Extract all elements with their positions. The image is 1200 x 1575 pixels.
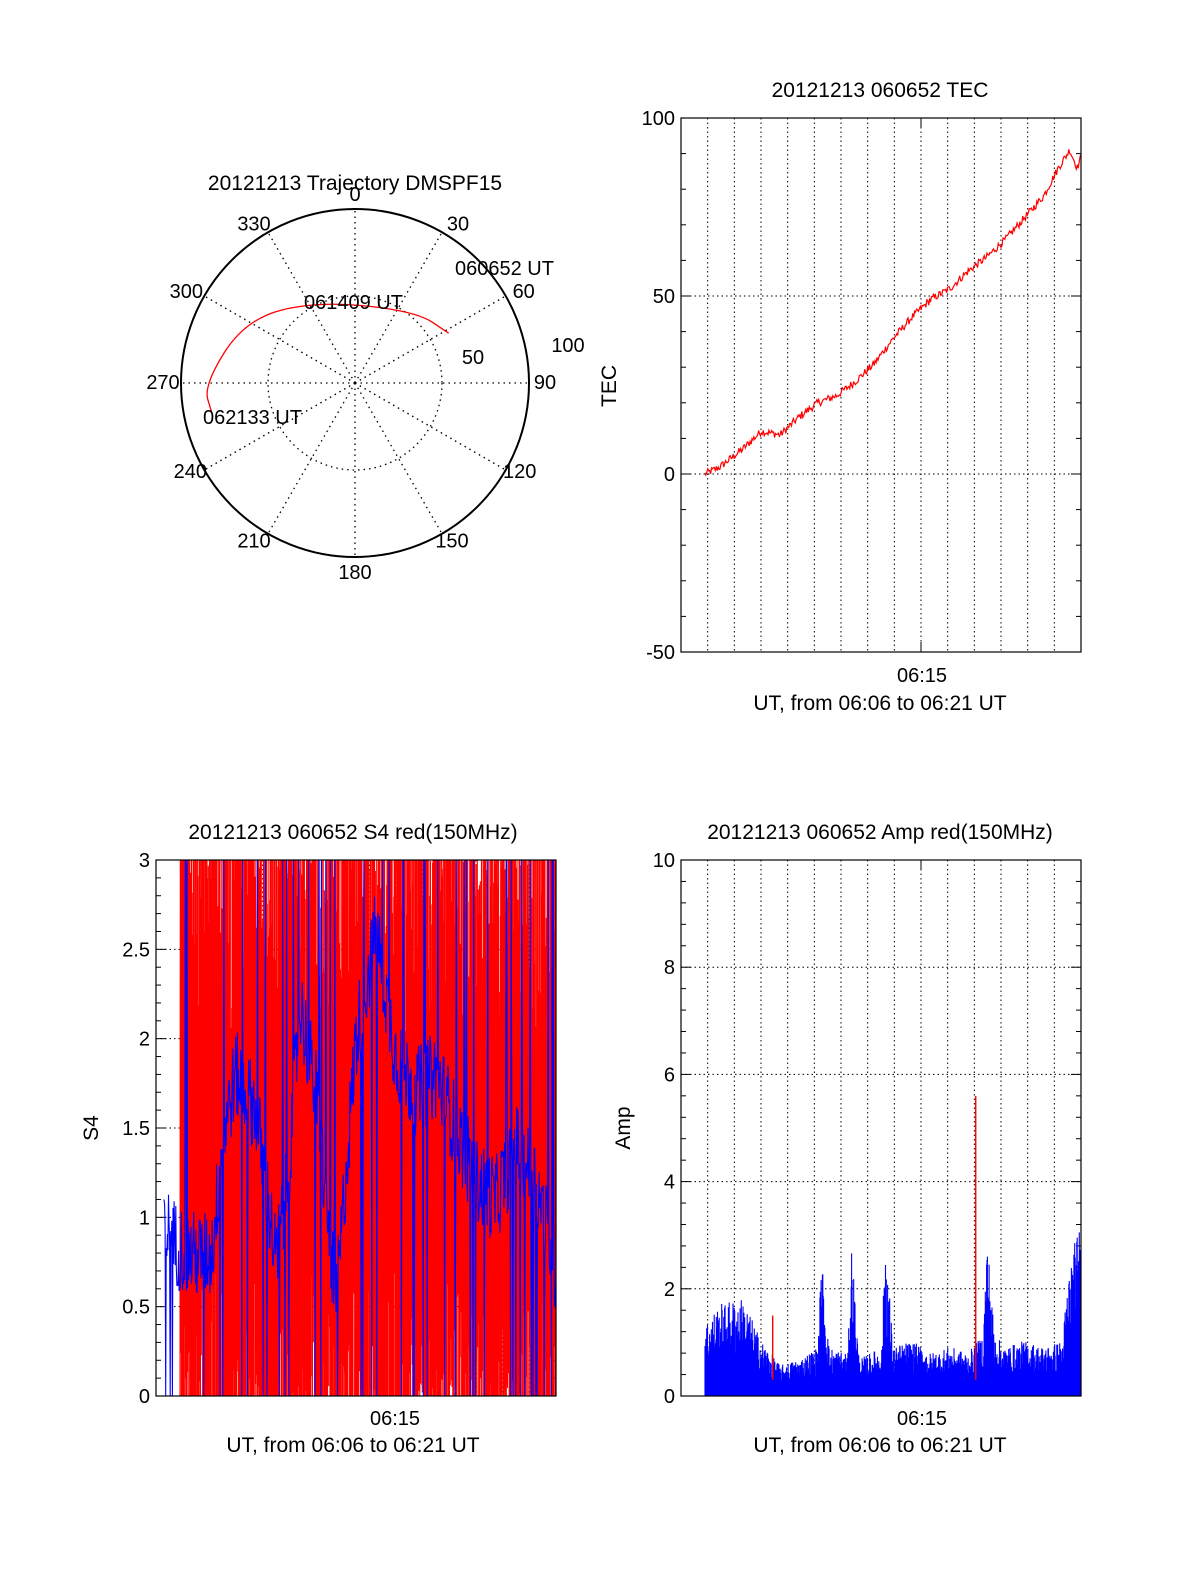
amp-xtick-0615: 06:15: [897, 1408, 947, 1430]
polar-spoke: [354, 382, 443, 535]
y-tick-label: 6: [664, 1064, 675, 1086]
y-tick-label: 2: [664, 1279, 675, 1301]
polar-azimuth-labels: 0 30 60 90 120 150 180 210 240 270 300 330: [146, 184, 556, 584]
tec-xlabel: UT, from 06:06 to 06:21 UT: [753, 692, 1006, 715]
s4-red-series: [179, 859, 557, 1397]
s4-xtick-0615: 06:15: [370, 1408, 420, 1430]
y-tick-label: 4: [664, 1172, 675, 1194]
y-tick-label: 0: [139, 1386, 150, 1408]
track-label-mid: 061409 UT: [304, 292, 403, 314]
tec-series-line: [704, 149, 1082, 477]
track-label-start: 060652 UT: [455, 258, 554, 280]
amp-xlabel: UT, from 06:06 to 06:21 UT: [753, 1434, 1006, 1457]
amp-plot-area: 0 2 4 6 8 10: [653, 850, 1082, 1408]
s4-title: 20121213 060652 S4 red(150MHz): [188, 821, 517, 844]
s4-ylabel: S4: [80, 1115, 103, 1141]
polar-azimuth-label: 240: [174, 461, 207, 483]
y-tick-label: 0.5: [122, 1297, 150, 1319]
y-tick-label: 0: [664, 464, 675, 486]
y-tick-label: 100: [642, 108, 675, 130]
y-tick-label: -50: [646, 642, 675, 664]
polar-azimuth-label: 60: [513, 281, 535, 303]
radial-label-50: 50: [462, 347, 484, 369]
polar-azimuth-label: 270: [146, 372, 179, 394]
y-tick-label: 8: [664, 957, 675, 979]
polar-azimuth-label: 300: [170, 281, 203, 303]
s4-blue-series: [163, 859, 557, 1397]
polar-azimuth-label: 30: [447, 213, 469, 235]
amp-title: 20121213 060652 Amp red(150MHz): [707, 821, 1053, 844]
amp-ylabel: Amp: [612, 1106, 635, 1149]
plot-frame: [680, 859, 1082, 1397]
polar-spoke: [203, 382, 356, 471]
s4-panel: 20121213 060652 S4 red(150MHz) 0 0.5 1 1.5 2…: [80, 821, 557, 1457]
polar-azimuth-label: 180: [338, 562, 371, 584]
tec-xtick-0615: 06:15: [897, 665, 947, 687]
y-tick-label: 0: [664, 1386, 675, 1408]
trajectory-track-line: [206, 303, 450, 414]
trajectory-title: 20121213 Trajectory DMSPF15: [208, 172, 502, 195]
y-tick-label: 2: [139, 1029, 150, 1051]
polar-azimuth-label: 330: [237, 213, 270, 235]
y-tick-label: 3: [139, 850, 150, 872]
y-tick-label: 1: [139, 1207, 150, 1229]
polar-azimuth-label: 90: [534, 372, 556, 394]
trajectory-polar-panel: 20121213 Trajectory DMSPF15 0 30 60 90 120 15…: [146, 172, 584, 584]
amp-panel: 20121213 060652 Amp red(150MHz) 0246810 …: [612, 821, 1082, 1457]
polar-grid: [181, 209, 529, 557]
polar-azimuth-label: 210: [237, 531, 270, 553]
plot-frame: [155, 859, 557, 1397]
polar-spoke: [354, 382, 507, 471]
tec-plot-area: -50 0 50 100: [642, 108, 1082, 664]
radial-label-100: 100: [551, 335, 584, 357]
polar-azimuth-label: 120: [503, 461, 536, 483]
polar-ring-50: [267, 295, 443, 471]
polar-spoke: [354, 295, 507, 384]
polar-outer-ring: [180, 208, 530, 558]
y-tick-label: 1.5: [122, 1118, 150, 1140]
y-tick-label: 2.5: [122, 939, 150, 961]
tec-ylabel: TEC: [598, 365, 621, 407]
polar-azimuth-label: 150: [435, 531, 468, 553]
track-label-end: 062133 UT: [203, 407, 302, 429]
s4-plot-area: 0 0.5 1 1.5 2 2.5 3: [122, 850, 557, 1408]
polar-azimuth-label: 0: [349, 184, 360, 206]
y-tick-label: 10: [653, 850, 675, 872]
tec-title: 20121213 060652 TEC: [772, 79, 989, 102]
polar-spoke: [203, 295, 356, 384]
polar-spoke: [267, 382, 356, 535]
polar-spoke: [267, 231, 356, 384]
plot-frame: [680, 117, 1082, 653]
s4-xlabel: UT, from 06:06 to 06:21 UT: [226, 1434, 479, 1457]
amp-blue-series: [704, 1232, 1082, 1396]
polar-spoke: [354, 231, 443, 384]
y-tick-label: 50: [653, 286, 675, 308]
